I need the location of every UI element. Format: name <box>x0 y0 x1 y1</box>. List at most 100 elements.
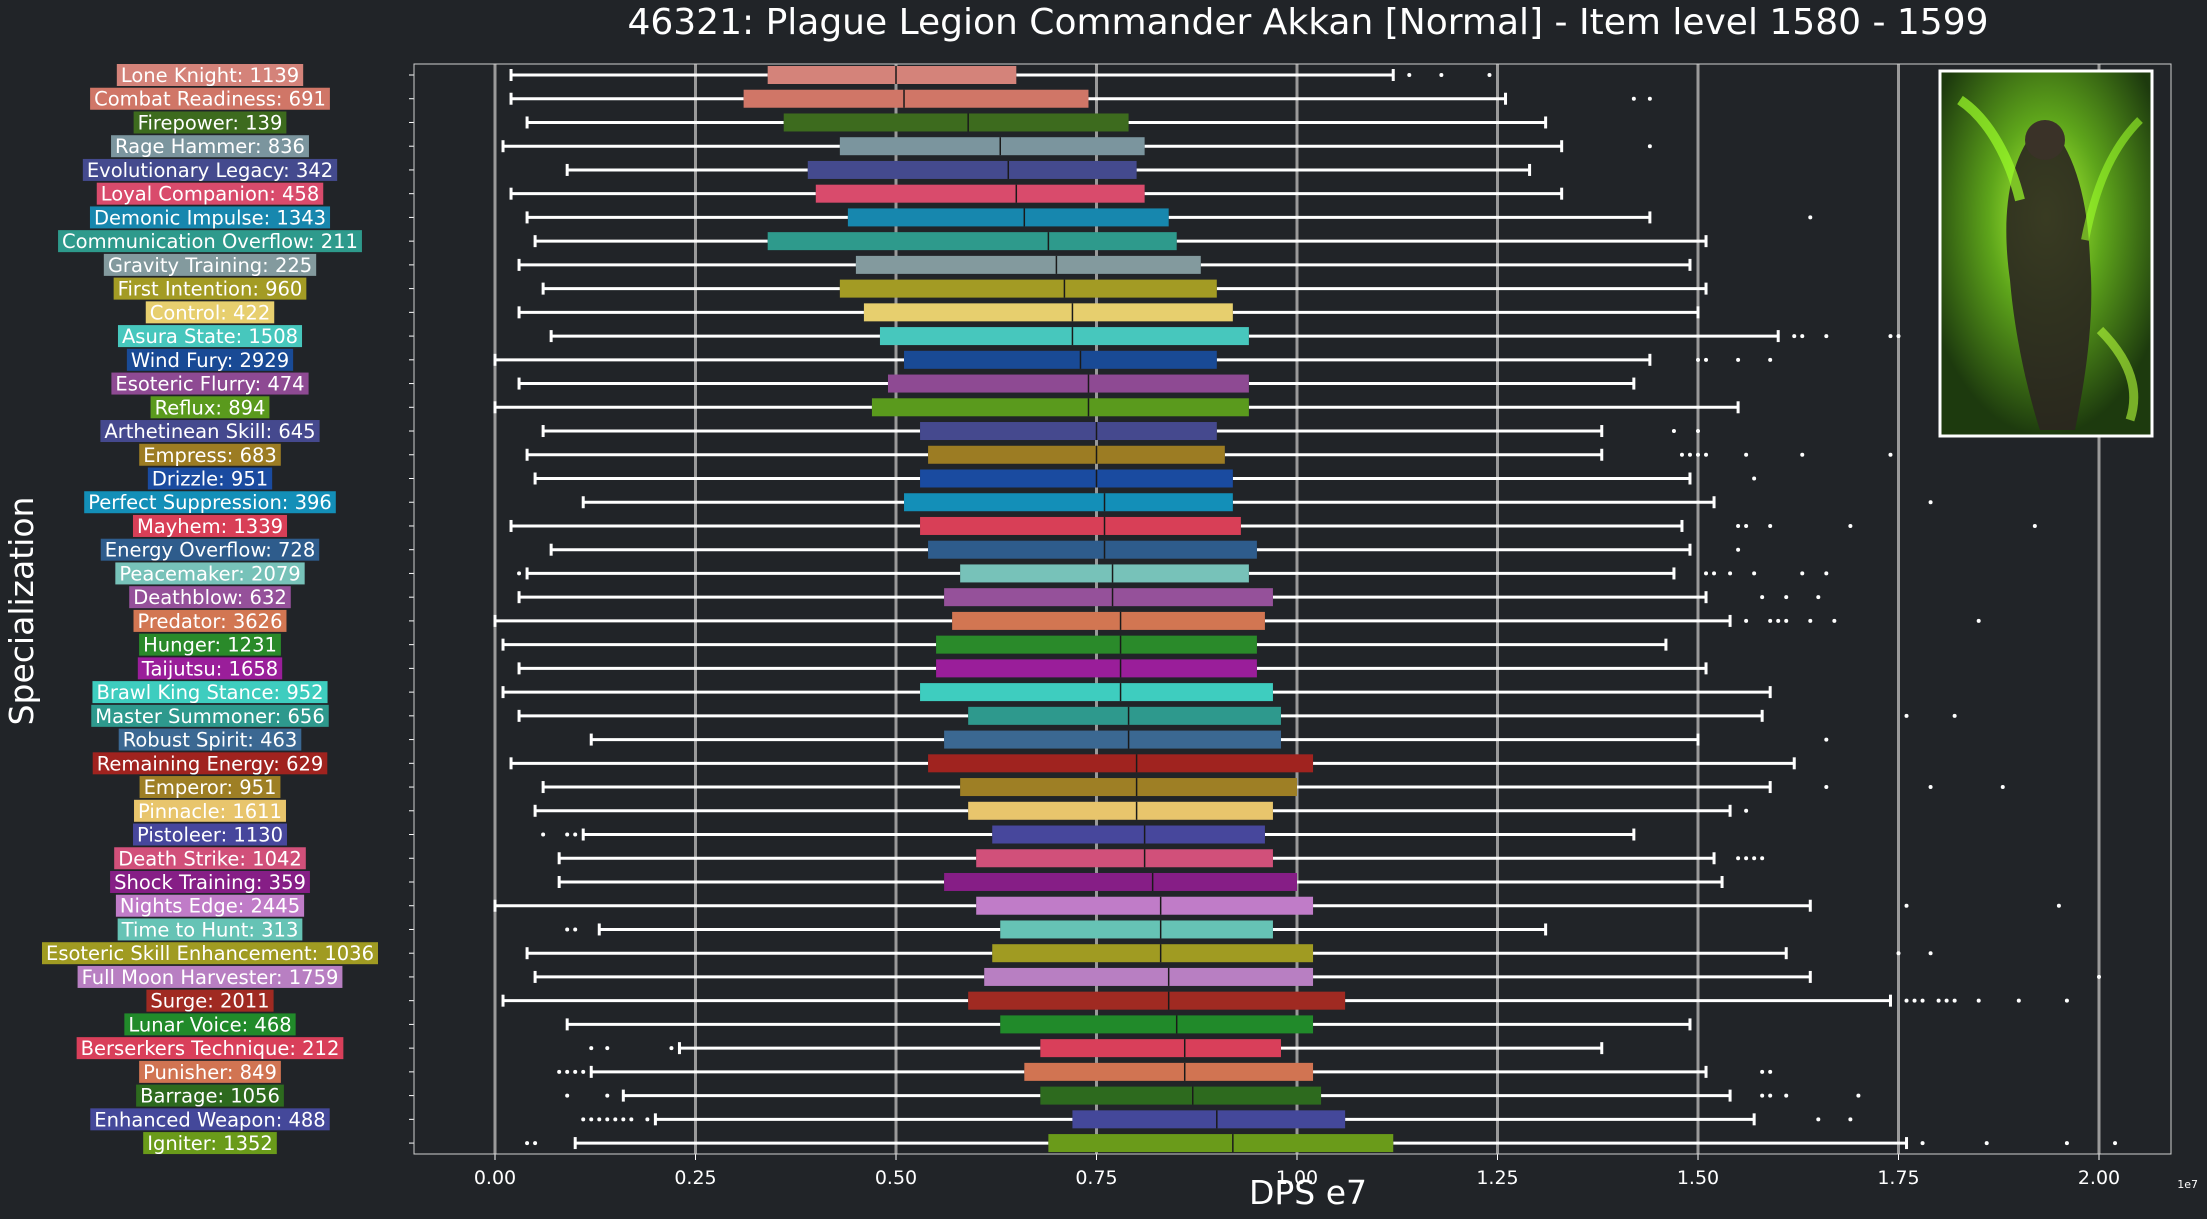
box-iqr <box>863 303 1233 322</box>
category-label-text: Surge: 2011 <box>150 990 269 1013</box>
box-iqr <box>767 66 1017 84</box>
outlier-point <box>1792 334 1797 339</box>
category-label-bg <box>137 657 283 680</box>
category-label-text: Asura State: 1508 <box>122 325 298 348</box>
box-series <box>409 232 1708 251</box>
box-iqr <box>944 588 1273 607</box>
outlier-point <box>1704 452 1709 457</box>
outlier-point <box>581 1117 586 1122</box>
category-label: Taijutsu: 1658 <box>137 657 283 680</box>
category-label-bg <box>118 728 302 751</box>
outlier-point <box>2064 1141 2069 1146</box>
category-label-text: Emperor: 951 <box>144 776 277 799</box>
category-label: Death Strike: 1042 <box>114 847 306 870</box>
outlier-point <box>1487 73 1492 77</box>
box-iqr <box>839 137 1145 156</box>
box-iqr <box>928 445 1225 464</box>
box-series <box>409 137 1652 156</box>
outlier-point <box>1888 334 1893 339</box>
box-iqr <box>1040 1039 1281 1058</box>
category-label-bg <box>90 87 330 110</box>
outlier-point <box>1888 452 1893 457</box>
box-iqr <box>1048 1134 1394 1153</box>
category-label-bg <box>133 609 287 632</box>
category-label: Lone Knight: 1139 <box>116 64 304 87</box>
box-series <box>409 967 2101 986</box>
category-label: Wind Fury: 2929 <box>126 348 294 372</box>
outlier-point <box>1728 571 1733 576</box>
box-iqr <box>952 611 1265 630</box>
box-series <box>409 1062 1773 1081</box>
outlier-point <box>1928 785 1933 790</box>
box-iqr <box>807 160 1137 179</box>
outlier-point <box>669 1046 674 1051</box>
outlier-point <box>1784 1093 1789 1098</box>
category-label: Esoteric Skill Enhancement: 1036 <box>42 942 378 965</box>
box-series <box>409 991 2069 1010</box>
category-label-text: Robust Spirit: 463 <box>123 729 298 752</box>
outlier-point <box>1800 334 1805 339</box>
outlier-point <box>1784 595 1789 600</box>
outlier-point <box>1752 856 1757 861</box>
box-iqr <box>1000 920 1273 939</box>
x-tick-label: 0.75 <box>1075 1167 1117 1189</box>
box-series <box>409 849 1765 868</box>
category-label-text: Shock Training: 359 <box>114 871 306 894</box>
category-label-text: Evolutionary Legacy: 342 <box>87 159 333 182</box>
outlier-point <box>1696 452 1700 457</box>
plot-frame <box>413 63 2172 1155</box>
category-label-bg <box>146 989 274 1012</box>
outlier-point <box>1736 547 1741 552</box>
category-label-bg <box>126 348 294 371</box>
outlier-point <box>1920 1141 1925 1146</box>
box-series <box>409 327 1901 346</box>
outlier-point <box>565 1093 570 1098</box>
category-label-text: Pinnacle: 1611 <box>138 800 282 823</box>
outlier-point <box>621 1117 626 1122</box>
category-label-bg <box>103 253 317 276</box>
category-label-bg <box>113 277 307 300</box>
outlier-point <box>1816 1117 1821 1122</box>
outlier-point <box>1647 144 1652 149</box>
outlier-point <box>1824 737 1829 742</box>
boss-portrait-icon <box>1938 69 2154 438</box>
outlier-point <box>565 832 570 837</box>
outlier-point <box>1952 998 1957 1003</box>
outlier-point <box>517 571 522 576</box>
box-series <box>409 540 1741 559</box>
outlier-point <box>1928 951 1933 956</box>
outlier-point <box>1647 96 1652 101</box>
outlier-point <box>1768 1093 1773 1098</box>
box-iqr <box>920 422 1217 441</box>
outlier-point <box>605 1093 610 1098</box>
box-series <box>409 778 2005 797</box>
outlier-point <box>1752 476 1757 481</box>
outlier-point <box>1912 998 1917 1003</box>
category-label: First Intention: 960 <box>113 277 307 301</box>
box-iqr <box>960 778 1297 797</box>
category-label-bg <box>133 111 287 134</box>
box-series <box>409 279 1708 298</box>
x-axis-title: DPS e7 <box>1249 1173 1367 1212</box>
box-iqr <box>1024 1062 1314 1081</box>
box-iqr <box>992 825 1265 844</box>
category-label: Predator: 3626 <box>133 609 287 633</box>
category-label: Enhanced Weapon: 488 <box>90 1108 330 1131</box>
box-series <box>409 683 1772 702</box>
category-label-bg <box>91 704 329 727</box>
outlier-point <box>629 1117 634 1122</box>
outlier-point <box>1976 618 1981 623</box>
x-axis-ticks: 0.00 0.25 0.50 0.75 1.00 1.25 1.50 1.75 2.00 <box>474 1154 2120 1189</box>
x-tick-label: 1.75 <box>1877 1167 1919 1189</box>
outlier-point <box>589 1046 594 1051</box>
category-label: Rage Hammer: 836 <box>111 135 309 158</box>
category-label-bg <box>115 894 305 917</box>
category-label-text: Control: 422 <box>150 301 270 324</box>
category-label-text: Hunger: 1231 <box>143 634 277 657</box>
category-label-bg <box>114 847 306 870</box>
category-label-text: Death Strike: 1042 <box>118 847 302 870</box>
category-label-text: Brawl King Stance: 952 <box>96 681 323 704</box>
outlier-point <box>2000 785 2005 790</box>
outlier-point <box>573 1069 578 1074</box>
outlier-point <box>1696 429 1700 434</box>
